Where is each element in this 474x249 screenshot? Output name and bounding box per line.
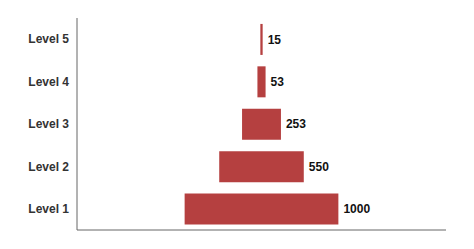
svg-text:Level 5: Level 5: [28, 32, 69, 46]
svg-text:Level 3: Level 3: [28, 117, 69, 131]
svg-text:550: 550: [309, 160, 329, 174]
svg-text:1000: 1000: [343, 202, 370, 216]
svg-text:15: 15: [268, 33, 282, 47]
svg-text:Level 2: Level 2: [28, 160, 69, 174]
svg-text:Level 4: Level 4: [28, 75, 69, 89]
svg-text:53: 53: [271, 75, 285, 89]
svg-text:253: 253: [286, 117, 306, 131]
svg-text:Level 1: Level 1: [28, 202, 69, 216]
